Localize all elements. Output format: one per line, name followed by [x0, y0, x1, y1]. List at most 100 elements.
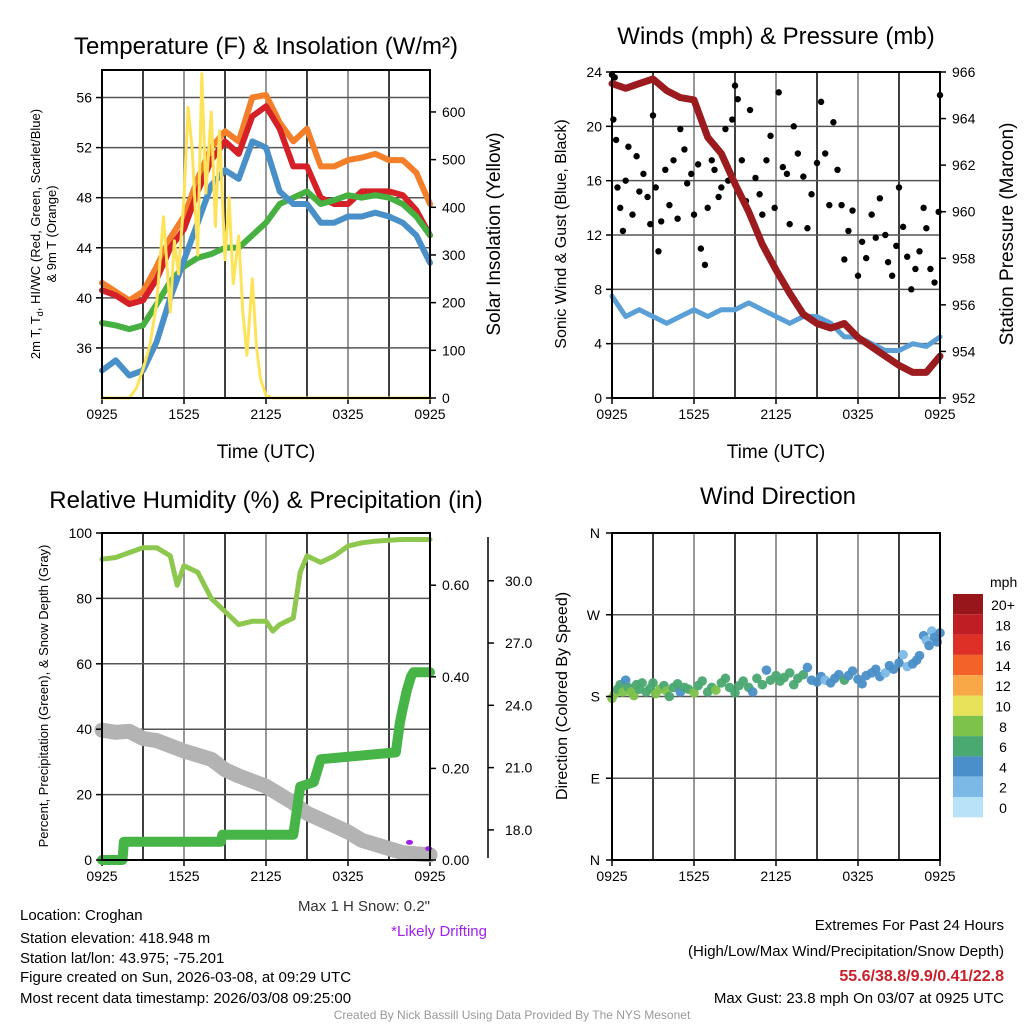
y-tick-label: 44 [76, 240, 92, 256]
gust-point [808, 191, 815, 198]
gust-point [783, 170, 791, 178]
gust-point [931, 279, 938, 286]
gust-point [888, 272, 896, 279]
gust-point [658, 218, 665, 225]
gust-point [759, 211, 766, 218]
max-gust-text: Max Gust: 23.8 mph On 03/07 at 0925 UTC [714, 990, 1004, 1007]
gust-point [822, 150, 829, 157]
x-tick-label: 0925 [86, 868, 117, 884]
gust-point [838, 201, 845, 209]
y2-tick-label: 966 [952, 64, 976, 80]
legend-label: 16 [995, 638, 1011, 654]
y-tick-label: W [587, 607, 601, 623]
snow-tick-label: 27.0 [505, 635, 532, 651]
y2-tick-label: 500 [442, 152, 466, 168]
direction-point [914, 650, 925, 661]
legend-swatch [953, 715, 983, 737]
snow-tick-label: 21.0 [505, 760, 532, 776]
direction-point [880, 668, 891, 678]
y-tick-label: 100 [69, 525, 93, 541]
x-tick-label: 0325 [842, 406, 873, 422]
direction-point [620, 675, 631, 685]
y-tick-label: 4 [594, 336, 602, 352]
line-sustained-wind [609, 293, 943, 353]
gust-point [704, 204, 711, 212]
legend-label: 18 [995, 617, 1011, 633]
gust-point [681, 146, 688, 153]
ylabel-part: , HI/WC (Red, Green, Scarlet/Blue) [28, 109, 43, 311]
y-tick-label: 16 [586, 173, 602, 189]
direction-point [784, 668, 795, 678]
direction-point [898, 649, 908, 660]
gust-point [622, 177, 629, 184]
legend-swatch [953, 634, 983, 655]
y2-tick-label: 300 [442, 247, 466, 263]
gust-point [670, 157, 677, 164]
gust-point [614, 184, 621, 191]
x-tick-label: 1525 [168, 868, 199, 884]
x-tick-label: 0925 [924, 868, 955, 884]
direction-point [720, 673, 731, 684]
gust-point [655, 248, 662, 255]
extremes-subtitle: (High/Low/Max Wind/Precipitation/Snow De… [688, 943, 1004, 960]
gust-point [916, 248, 923, 255]
winds-xlabel: Time (UTC) [727, 442, 826, 463]
gust-point [708, 157, 715, 164]
y-tick-label: 0 [594, 390, 602, 406]
gust-point [629, 211, 636, 218]
legend-label: 0 [999, 800, 1007, 816]
gust-point [715, 193, 722, 201]
direction-point [857, 678, 867, 689]
gust-point [804, 225, 811, 232]
temperature-y2label: Solar Insolation (Yellow) [484, 132, 505, 335]
max-snow-label: Max 1 H Snow: 0.2" [298, 898, 430, 915]
gust-point [649, 112, 657, 119]
gust-point [800, 173, 807, 180]
y-tick-label: E [591, 770, 600, 786]
speed-legend: mph 20+ 18 16 14 12 10 8 6 4 2 0 [953, 574, 1017, 818]
y-tick-label: 56 [76, 90, 92, 106]
humidity-title: Relative Humidity (%) & Precipitation (i… [49, 487, 482, 514]
gust-point [912, 265, 919, 273]
line-9m-t [99, 92, 433, 304]
winds-title: Winds (mph) & Pressure (mb) [617, 23, 934, 50]
winds-y2label: Station Pressure (Maroon) [997, 123, 1018, 346]
direction-point [757, 679, 768, 690]
legend-label: 20+ [991, 597, 1015, 613]
gust-point [633, 153, 640, 160]
y-tick-label: 48 [76, 190, 92, 206]
y-tick-label: 12 [586, 227, 602, 243]
y-tick-label: 80 [76, 590, 92, 606]
x-tick-label: 0325 [332, 406, 363, 422]
gust-point [688, 170, 695, 178]
gust-point [826, 201, 833, 209]
gust-point [884, 258, 892, 266]
y2-tick-label: 400 [442, 199, 466, 215]
plot-border [101, 532, 431, 861]
plot-border [611, 532, 941, 861]
direction-point [747, 687, 758, 697]
gust-point [841, 256, 848, 263]
legend-label: 8 [999, 719, 1007, 735]
plot-border [101, 69, 431, 399]
gust-point [711, 166, 718, 173]
y-tick-label: 40 [76, 721, 92, 737]
x-tick-label: 0925 [596, 406, 627, 422]
y2-tick-label: 952 [952, 390, 976, 406]
gust-point [694, 161, 702, 168]
line-snow-depth [94, 722, 438, 863]
gust-point [734, 95, 741, 103]
gust-point [920, 204, 927, 212]
direction-point [924, 640, 934, 651]
y-tick-label: S [591, 689, 600, 705]
direction-point [752, 673, 762, 684]
gust-point [771, 204, 778, 212]
temperature-ylabel-line2: & 9m T (Orange) [44, 185, 59, 282]
humidity-ylabel: Percent, Precipitation (Green), & Snow D… [36, 545, 51, 848]
gust-point [746, 106, 754, 114]
direction-point [637, 678, 647, 688]
plot-humidity: 0925 1525 2125 0325 09250204060801000.000.20… [69, 525, 533, 884]
direction-point [689, 688, 699, 698]
